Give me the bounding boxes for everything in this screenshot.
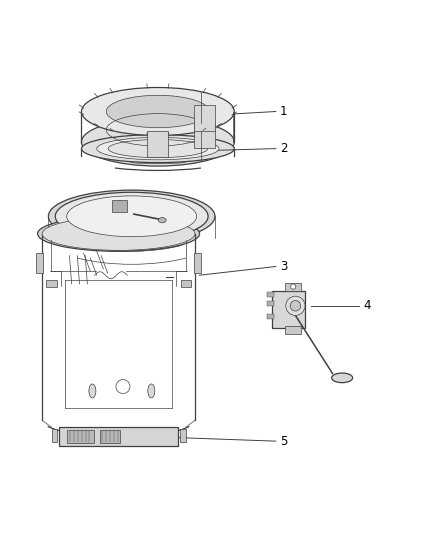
FancyBboxPatch shape [112, 200, 127, 212]
Ellipse shape [158, 217, 166, 223]
Bar [267, 301, 274, 306]
Bar [60, 427, 178, 446]
Ellipse shape [81, 87, 234, 135]
Ellipse shape [108, 140, 208, 158]
Text: 1: 1 [280, 105, 288, 118]
Bar [194, 122, 215, 148]
Ellipse shape [290, 301, 300, 311]
Bar [52, 429, 57, 442]
Ellipse shape [81, 118, 234, 166]
Ellipse shape [42, 217, 195, 251]
Bar [180, 429, 186, 442]
Ellipse shape [148, 384, 155, 398]
Circle shape [290, 284, 296, 289]
Bar [272, 290, 305, 328]
Bar [46, 280, 57, 287]
Ellipse shape [38, 216, 200, 252]
Bar [286, 282, 301, 290]
Bar [267, 314, 274, 319]
Text: 4: 4 [363, 300, 371, 312]
Text: 3: 3 [280, 260, 287, 273]
Ellipse shape [97, 138, 219, 160]
Ellipse shape [67, 196, 197, 237]
Ellipse shape [89, 384, 96, 398]
Bar [180, 280, 191, 287]
Ellipse shape [48, 190, 215, 243]
Bar [67, 430, 94, 443]
Text: 5: 5 [280, 434, 287, 448]
Bar [36, 253, 43, 273]
Ellipse shape [81, 135, 234, 163]
Bar [286, 326, 301, 334]
Text: 2: 2 [280, 142, 288, 155]
Bar [267, 292, 274, 297]
Bar [99, 430, 120, 443]
Ellipse shape [55, 192, 208, 240]
Bar [148, 131, 168, 157]
Bar [194, 253, 201, 273]
Ellipse shape [286, 296, 305, 316]
Ellipse shape [332, 373, 353, 383]
Bar [194, 106, 215, 131]
Ellipse shape [106, 95, 209, 128]
